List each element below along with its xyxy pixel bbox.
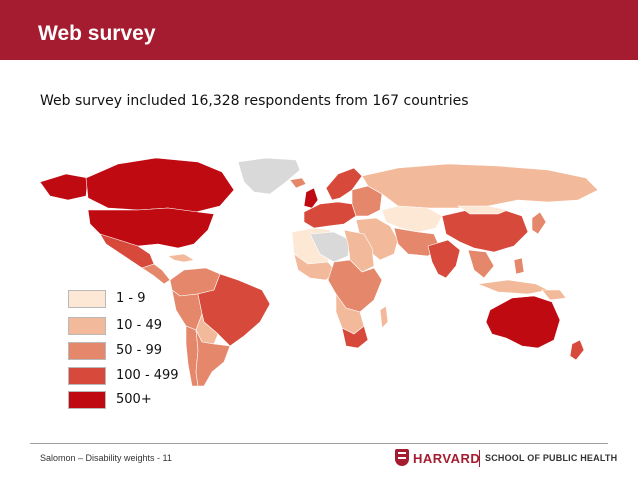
canada — [85, 157, 235, 213]
united-kingdom — [303, 187, 319, 209]
southeast-asia — [467, 249, 495, 279]
legend-label: 1 - 9 — [116, 291, 146, 306]
japan — [531, 211, 547, 235]
greenland — [237, 157, 301, 195]
slide-title: Web survey — [38, 22, 156, 45]
india — [427, 239, 461, 279]
legend-swatch — [68, 391, 106, 409]
footer-text: Salomon – Disability weights - 11 — [40, 453, 172, 463]
australia — [485, 295, 561, 349]
harvard-logo: HARVARD SCHOOL OF PUBLIC HEALTH — [395, 449, 617, 469]
scandinavia — [325, 167, 363, 201]
legend-label: 100 - 499 — [116, 368, 179, 383]
philippines — [513, 257, 525, 275]
legend-item-500-plus: 500+ — [68, 391, 228, 409]
central-asia — [381, 205, 443, 233]
madagascar — [379, 305, 389, 329]
central-east-africa — [327, 259, 383, 313]
title-bar: Web survey — [0, 0, 638, 60]
papua-new-guinea — [541, 289, 567, 301]
logo-divider — [479, 450, 480, 467]
russia — [361, 163, 599, 209]
legend-label: 50 - 99 — [116, 343, 163, 358]
legend-swatch — [68, 342, 106, 360]
legend-item-50-99: 50 - 99 — [68, 342, 228, 360]
logo-school-text: SCHOOL OF PUBLIC HEALTH — [485, 453, 618, 463]
central-america — [141, 263, 171, 285]
world-map — [39, 157, 599, 387]
legend-label: 10 - 49 — [116, 318, 163, 333]
footer-divider — [30, 443, 608, 444]
legend-swatch — [68, 317, 106, 335]
alaska — [39, 173, 89, 201]
legend-swatch — [68, 290, 106, 308]
new-zealand — [569, 339, 585, 361]
mongolia — [457, 205, 510, 215]
veritas-shield-icon — [395, 449, 409, 466]
slide-subtitle: Web survey included 16,328 respondents f… — [40, 93, 469, 109]
south-africa — [341, 325, 369, 349]
sahara — [309, 231, 351, 263]
legend-swatch — [68, 367, 106, 385]
indonesia — [476, 279, 549, 295]
legend-item-10-49: 10 - 49 — [68, 317, 228, 335]
western-europe — [303, 201, 357, 229]
legend-item-100-499: 100 - 499 — [68, 367, 228, 385]
legend-label: 500+ — [116, 392, 152, 407]
caribbean — [167, 253, 195, 263]
logo-harvard-text: HARVARD — [413, 451, 481, 466]
iceland — [289, 177, 307, 189]
argentina — [195, 329, 231, 387]
legend-item-1-9: 1 - 9 — [68, 290, 228, 308]
